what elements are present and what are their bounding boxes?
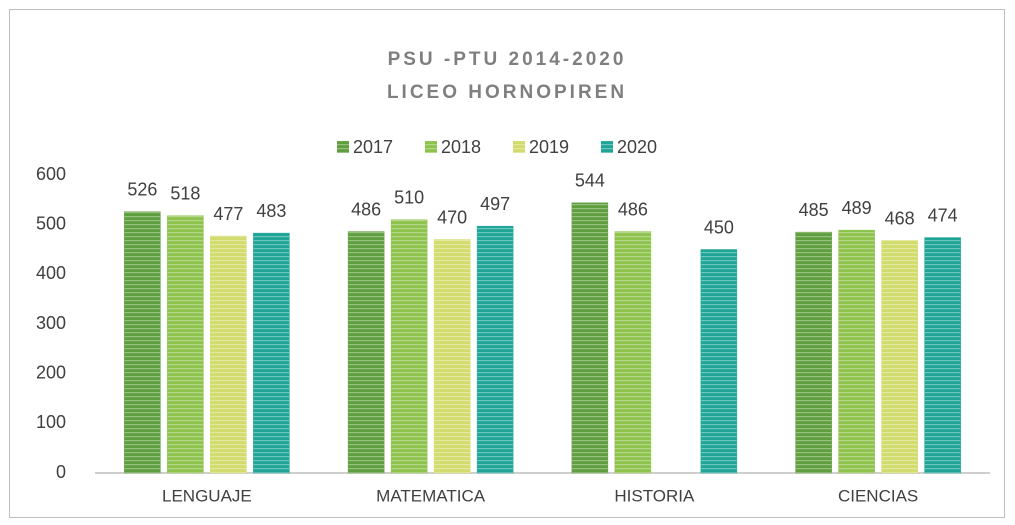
- legend-swatch: [425, 141, 437, 153]
- bar: [210, 235, 247, 474]
- bar: [881, 240, 918, 474]
- x-tick-label: CIENCIAS: [838, 486, 918, 505]
- value-label: 470: [437, 207, 467, 227]
- bar: [476, 225, 514, 474]
- bar: [924, 237, 961, 474]
- value-label: 477: [213, 204, 243, 224]
- value-label: 544: [575, 171, 605, 191]
- bar: [838, 229, 875, 474]
- bar: [253, 232, 290, 474]
- bar: [614, 231, 652, 474]
- legend-label: 2017: [353, 137, 393, 157]
- bar: [571, 202, 609, 474]
- bar: [390, 219, 428, 474]
- chart-title: PSU -PTU 2014-2020: [388, 49, 627, 70]
- y-tick-label: 100: [36, 412, 66, 432]
- value-label: 518: [170, 183, 200, 203]
- value-label: 489: [842, 198, 872, 218]
- value-label: 497: [480, 194, 510, 214]
- x-tick-label: MATEMATICA: [376, 486, 486, 505]
- bar: [124, 211, 161, 474]
- x-tick-label: HISTORIA: [614, 486, 695, 505]
- value-label: 450: [704, 217, 734, 237]
- bar: [347, 231, 385, 474]
- legend-label: 2018: [441, 137, 481, 157]
- bar: [433, 239, 471, 474]
- value-label: 486: [351, 199, 381, 219]
- legend-label: 2020: [617, 137, 657, 157]
- y-tick-label: 300: [36, 313, 66, 333]
- legend-swatch: [513, 141, 525, 153]
- legend-swatch: [601, 141, 613, 153]
- value-label: 485: [799, 200, 829, 220]
- value-label: 510: [394, 187, 424, 207]
- y-tick-label: 0: [56, 462, 66, 482]
- y-tick-label: 600: [36, 164, 66, 184]
- legend-swatch: [337, 141, 349, 153]
- bar: [795, 231, 832, 474]
- value-label: 526: [127, 180, 157, 200]
- value-label: 483: [256, 201, 286, 221]
- y-tick-label: 200: [36, 362, 66, 382]
- x-tick-label: LENGUAJE: [162, 486, 252, 505]
- bar: [700, 249, 738, 474]
- bar: [167, 215, 204, 474]
- legend-label: 2019: [529, 137, 569, 157]
- y-tick-label: 400: [36, 263, 66, 283]
- value-label: 474: [928, 205, 958, 225]
- value-label: 486: [618, 199, 648, 219]
- value-label: 468: [885, 208, 915, 228]
- chart-subtitle: LICEO HORNOPIREN: [387, 82, 627, 103]
- y-tick-label: 500: [36, 213, 66, 233]
